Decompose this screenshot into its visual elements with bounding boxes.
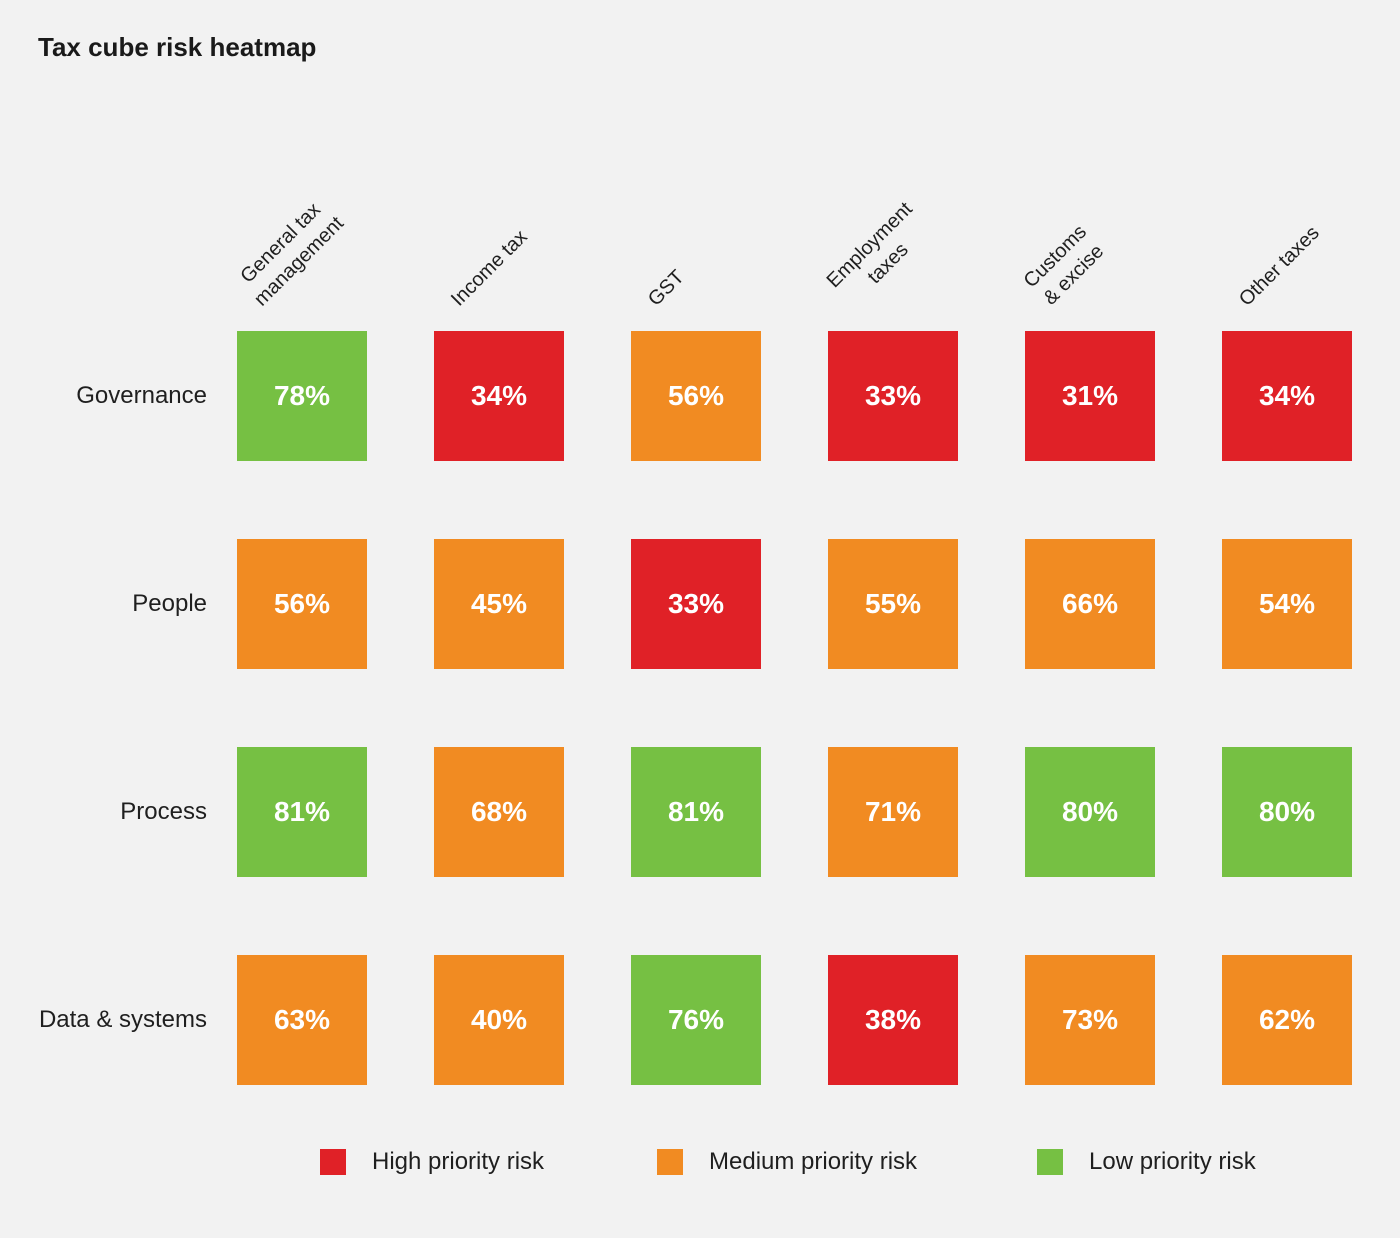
- column-header: General tax management: [236, 198, 349, 311]
- legend-swatch-medium: [657, 1149, 683, 1175]
- heatmap-cell: 56%: [237, 539, 367, 669]
- heatmap-cell: 62%: [1222, 955, 1352, 1085]
- heatmap-cell: 66%: [1025, 539, 1155, 669]
- heatmap-cell: 73%: [1025, 955, 1155, 1085]
- heatmap-cell: 38%: [828, 955, 958, 1085]
- column-header: Customs & excise: [1019, 220, 1109, 310]
- chart-title: Tax cube risk heatmap: [38, 32, 317, 62]
- heatmap-cell: 56%: [631, 331, 761, 461]
- heatmap-cell: 54%: [1222, 539, 1352, 669]
- column-header: GST: [644, 265, 689, 311]
- legend-swatch-low: [1037, 1149, 1063, 1175]
- heatmap-cell: 55%: [828, 539, 958, 669]
- heatmap-cell: 71%: [828, 747, 958, 877]
- heatmap-cell: 80%: [1025, 747, 1155, 877]
- heatmap-cell: 40%: [434, 955, 564, 1085]
- column-header: Income tax: [447, 225, 532, 311]
- heatmap-cell: 34%: [434, 331, 564, 461]
- heatmap-cell: 81%: [237, 747, 367, 877]
- column-header: Employment taxes: [822, 198, 917, 293]
- heatmap-cell: 45%: [434, 539, 564, 669]
- legend-item: Medium priority risk: [657, 1148, 917, 1176]
- row-label: Process: [120, 798, 207, 825]
- heatmap-cell: 78%: [237, 331, 367, 461]
- column-header: Other taxes: [1235, 221, 1324, 311]
- heatmap-cell: 80%: [1222, 747, 1352, 877]
- legend-label: Medium priority risk: [709, 1148, 918, 1175]
- row-label: Governance: [76, 382, 207, 409]
- heatmap-cell: 81%: [631, 747, 761, 877]
- legend-item: High priority risk: [320, 1148, 544, 1176]
- heatmap-cell: 76%: [631, 955, 761, 1085]
- heatmap-cell: 34%: [1222, 331, 1352, 461]
- legend-label: Low priority risk: [1089, 1148, 1256, 1175]
- row-label: People: [132, 590, 207, 617]
- heatmap-cell: 33%: [631, 539, 761, 669]
- heatmap-cell: 68%: [434, 747, 564, 877]
- heatmap-cell: 63%: [237, 955, 367, 1085]
- row-label: Data & systems: [38, 1006, 207, 1033]
- heatmap-cell: 31%: [1025, 331, 1155, 461]
- heatmap-cell: 33%: [828, 331, 958, 461]
- legend-item: Low priority risk: [1037, 1148, 1256, 1176]
- legend-swatch-high: [320, 1149, 346, 1175]
- legend-label: High priority risk: [372, 1148, 545, 1175]
